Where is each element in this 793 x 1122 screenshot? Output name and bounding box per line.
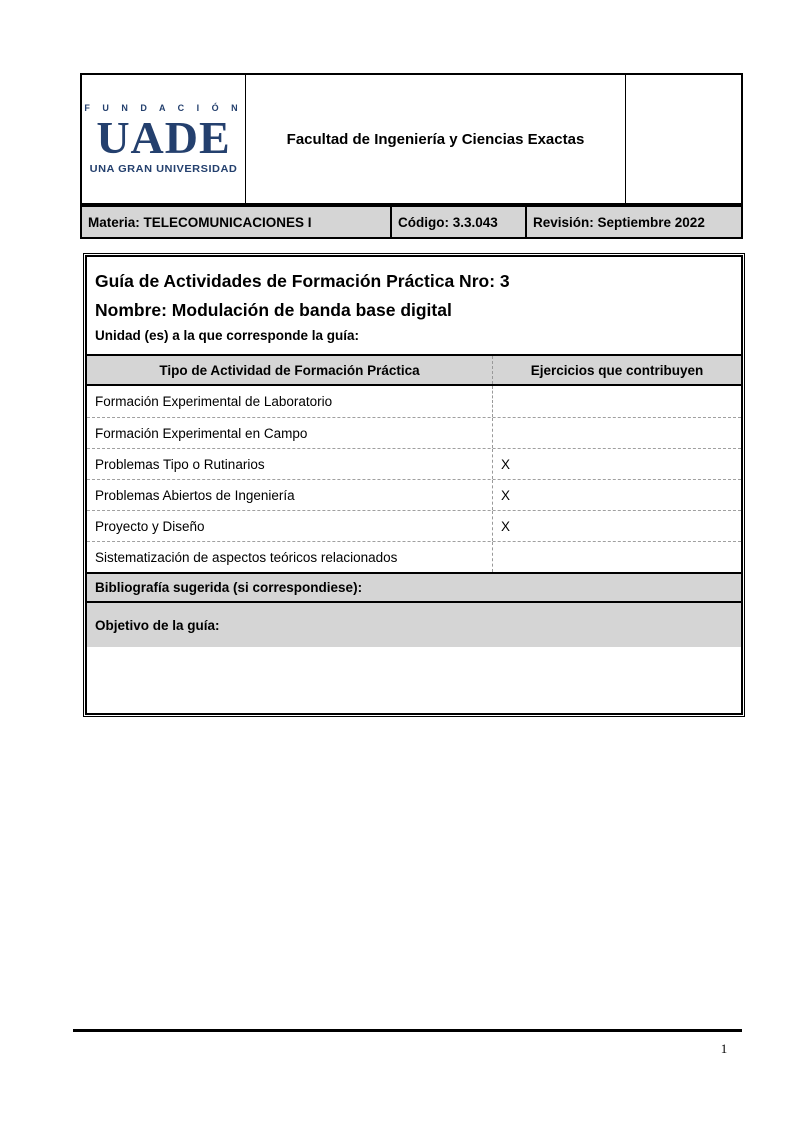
activity-value: X <box>492 511 741 541</box>
activity-value <box>492 418 741 448</box>
header-empty-cell <box>626 75 741 203</box>
page-number: 1 <box>720 1041 728 1056</box>
guide-box: Guía de Actividades de Formación Práctic… <box>83 253 745 717</box>
activity-table-header-row: Tipo de Actividad de Formación Práctica … <box>87 354 741 386</box>
activity-value: X <box>492 449 741 479</box>
uade-logo: F U N D A C I Ó N UADE UNA GRAN UNIVERSI… <box>84 102 243 175</box>
activity-value <box>492 386 741 417</box>
table-row: Problemas Tipo o Rutinarios X <box>87 448 741 479</box>
logo-fundacion-text: F U N D A C I Ó N <box>84 102 243 113</box>
materia-label: Materia: TELECOMUNICACIONES I <box>82 207 392 237</box>
codigo-label: Código: 3.3.043 <box>392 207 527 237</box>
exercises-header: Ejercicios que contribuyen <box>492 356 741 384</box>
activity-label: Formación Experimental en Campo <box>95 425 308 441</box>
table-row: Formación Experimental en Campo <box>87 417 741 448</box>
faculty-title: Facultad de Ingeniería y Ciencias Exacta… <box>246 75 626 203</box>
table-row: Problemas Abiertos de Ingeniería X <box>87 479 741 510</box>
logo-cell: F U N D A C I Ó N UADE UNA GRAN UNIVERSI… <box>82 75 246 203</box>
bibliography-row: Bibliografía sugerida (si correspondiese… <box>87 572 741 601</box>
activity-type-header: Tipo de Actividad de Formación Práctica <box>159 362 420 378</box>
guide-title: Guía de Actividades de Formación Práctic… <box>95 271 510 291</box>
activity-table: Tipo de Actividad de Formación Práctica … <box>87 354 741 647</box>
guide-unit-line: Unidad (es) a la que corresponde la guía… <box>95 328 360 343</box>
logo-uade-wordmark: UADE <box>96 111 231 163</box>
document-header-table: F U N D A C I Ó N UADE UNA GRAN UNIVERSI… <box>80 73 743 205</box>
table-row: Sistematización de aspectos teóricos rel… <box>87 541 741 572</box>
guide-name-line: Nombre: Modulación de banda base digital <box>95 300 452 320</box>
activity-label: Problemas Abiertos de Ingeniería <box>95 487 295 503</box>
activity-label: Proyecto y Diseño <box>95 518 205 534</box>
table-row: Formación Experimental de Laboratorio <box>87 386 741 417</box>
materia-strip: Materia: TELECOMUNICACIONES I Código: 3.… <box>80 205 743 239</box>
activity-value: X <box>492 480 741 510</box>
activity-label: Problemas Tipo o Rutinarios <box>95 456 265 472</box>
activity-label: Formación Experimental de Laboratorio <box>95 394 333 409</box>
activity-label: Sistematización de aspectos teóricos rel… <box>95 549 398 565</box>
table-row: Proyecto y Diseño X <box>87 510 741 541</box>
activity-value <box>492 542 741 572</box>
logo-tagline: UNA GRAN UNIVERSIDAD <box>89 162 238 175</box>
guide-title-block: Guía de Actividades de Formación Práctic… <box>87 257 741 354</box>
footer-rule <box>73 1029 742 1032</box>
objective-row: Objetivo de la guía: <box>87 601 741 647</box>
revision-label: Revisión: Septiembre 2022 <box>533 214 705 230</box>
